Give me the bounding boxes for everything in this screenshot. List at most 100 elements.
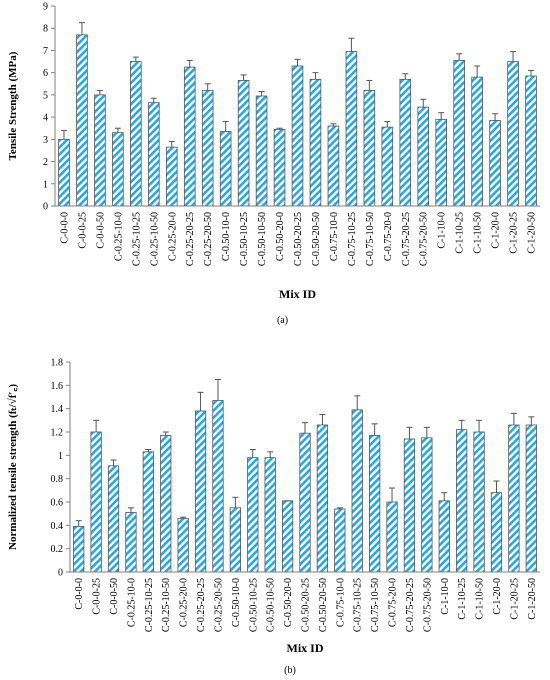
error-bar [371,423,378,436]
x-tick-label: C-1-10-25 [455,212,466,254]
x-tick-label: C-1-20-50 [527,578,538,620]
x-tick-label: C-0.25-20-25 [185,212,196,266]
bar [351,409,363,573]
bar [142,451,154,573]
error-bar [423,426,430,438]
error-bar [222,121,229,132]
x-tick-label: C-0.25-20-50 [213,578,224,632]
x-tick-label: C-0.50-10-0 [221,212,232,261]
x-tick-label: C-0-0-0 [59,212,70,244]
x-tick-label: C-0.25-10-0 [113,212,124,261]
x-tick-label: C-0.25-10-50 [161,578,172,632]
error-bar [132,56,139,62]
error-bar [127,507,134,513]
error-bar [249,449,256,458]
bar [148,102,160,207]
bar [58,138,70,207]
bar [107,465,120,573]
caption: (b) [284,665,296,676]
bar [309,78,322,207]
y-tick-label: 1.6 [51,381,64,392]
bar [130,61,142,207]
error-bar [302,422,308,434]
error-bar [402,73,409,80]
x-tick-label: C-0-0-25 [77,212,88,249]
bar [473,431,485,573]
x-tick-label: C-0.75-10-25 [353,578,364,632]
error-bar [294,58,301,66]
x-tick-label: C-0-0-0 [74,578,85,610]
y-tick-label: 1.2 [51,428,64,439]
x-tick-label: C-0.75-20-25 [401,212,412,266]
error-bar [354,395,361,410]
x-tick-label: C-0.25-10-0 [126,578,137,627]
x-tick-label: C-0.75-10-0 [335,578,346,627]
error-bar [162,431,169,436]
bar [212,400,224,573]
error-bar [528,416,535,425]
y-tick-label: 4 [43,113,48,124]
y-tick-label: 9 [43,2,48,13]
error-bar [384,121,391,128]
x-tick-label: C-0.50-10-50 [266,578,277,632]
x-tick-label: C-0.50-10-25 [248,578,259,632]
error-bar [492,113,499,121]
error-bar [214,379,221,401]
error-bar [458,419,465,430]
error-bar [258,91,265,96]
error-bar [197,391,204,411]
error-bar [180,516,187,519]
error-bar [186,59,193,68]
y-tick-label: 8 [43,24,48,35]
x-tick-label: C-1-20-0 [492,578,503,615]
y-tick-label: 0.8 [51,474,64,485]
bar [273,128,286,207]
x-tick-label: C-1-10-0 [437,212,448,249]
bar [291,65,304,207]
x-tick-label: C-0.25-10-25 [144,578,155,632]
error-bar [232,496,239,508]
x-tick-label: C-0.50-20-50 [318,578,329,632]
bar [76,34,88,207]
x-tick-label: C-1-10-0 [440,578,451,615]
bar [247,457,259,573]
bar [125,512,137,573]
x-tick-label: C-0.25-10-50 [149,212,160,266]
bar [403,438,416,573]
bar [369,435,381,573]
x-tick-label: C-0.75-20-0 [388,578,399,627]
bar [421,437,433,573]
x-tick-label: C-0.25-20-25 [196,578,207,632]
bar [456,429,468,573]
error-bar [366,79,373,91]
error-bar [319,414,326,425]
error-bar [93,419,100,432]
x-tick-label: C-0.25-20-0 [167,212,178,261]
x-tick-label: C-0-0-25 [92,578,103,615]
y-tick-label: 1 [58,451,63,462]
x-tick-label: C-0.25-20-0 [179,578,190,627]
x-tick-label: C-0.50-20-25 [301,578,312,632]
x-tick-label: C-0.75-10-50 [365,212,376,266]
x-tick-label: C-0.25-10-25 [131,212,142,266]
x-tick-label: C-0.75-20-25 [405,578,416,632]
error-bar [75,520,82,527]
x-axis-label: Mix ID [287,641,324,655]
error-bar [441,492,448,501]
error-bar [336,507,343,509]
error-bar [406,426,413,439]
bar [94,94,106,207]
x-tick-label: C-1-10-50 [473,212,484,254]
bar [255,95,268,207]
error-bar [456,53,463,61]
bar [281,500,294,573]
bar [229,507,241,573]
x-tick-label: C-1-20-25 [509,578,520,620]
bar [438,500,450,573]
x-tick-label: C-0-0-50 [95,212,106,249]
y-tick-label: 1.4 [51,404,64,415]
error-bar [114,127,121,133]
bar [264,457,276,573]
bar [489,120,501,207]
